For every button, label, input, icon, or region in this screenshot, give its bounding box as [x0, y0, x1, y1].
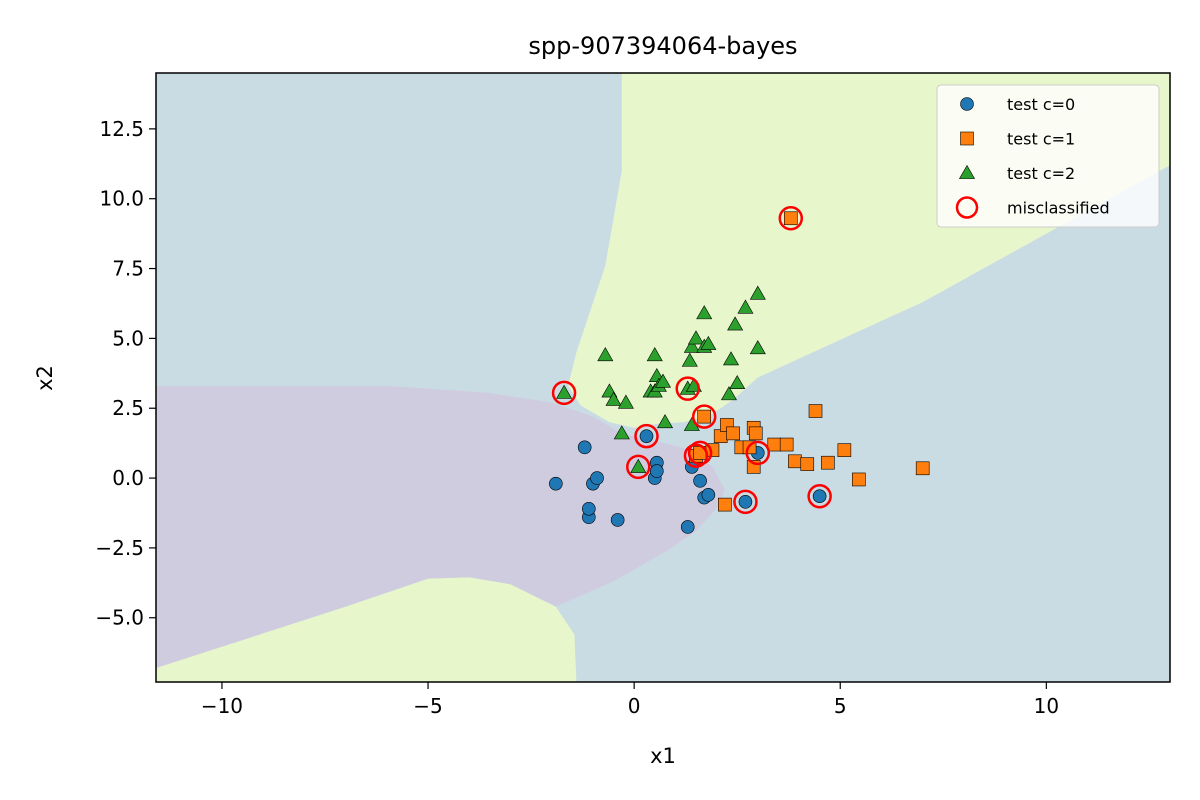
y-tick-label: 0.0: [112, 466, 144, 490]
y-tick-label: −5.0: [95, 606, 144, 630]
data-point-class0: [577, 440, 592, 455]
x-axis: −10 −5 0 5 10: [201, 682, 1059, 718]
data-point-class2: [749, 340, 766, 355]
data-point-class2: [654, 373, 672, 388]
data-point-class2: [700, 335, 717, 350]
misclassified-ring: [675, 376, 700, 401]
y-axis: −5.0 −2.5 0.0 2.5 5.0 7.5 10.0 12.5: [95, 117, 156, 630]
data-point-class1: [767, 437, 782, 452]
misclassified-ring: [687, 440, 713, 466]
y-tick-label: −2.5: [95, 536, 144, 560]
data-point-class1: [800, 457, 815, 471]
y-axis-label: x2: [33, 365, 57, 391]
data-point-class0: [549, 476, 563, 491]
legend-marker: [960, 131, 974, 146]
legend-box: [936, 84, 1160, 228]
legend-label: misclassified: [1007, 199, 1110, 218]
data-point-class2: [696, 305, 713, 320]
data-point-class2: [681, 352, 698, 367]
data-point-class1: [821, 455, 835, 470]
x-axis-label: x1: [650, 744, 676, 768]
legend-marker: [955, 196, 979, 219]
misclassified-ring: [634, 423, 659, 449]
data-point-class1: [726, 426, 740, 441]
legend-label: test c=1: [1007, 130, 1075, 149]
misclassified-ring: [691, 404, 717, 429]
misclassified-ring: [745, 440, 771, 466]
y-tick-label: 10.0: [99, 187, 144, 211]
data-point-class0: [582, 501, 596, 516]
chart-title: spp-907394064-bayes: [528, 32, 797, 60]
region-class0: [156, 385, 725, 669]
data-point-class0: [693, 474, 707, 488]
legend-marker: [960, 97, 974, 111]
data-point-class0: [738, 495, 753, 509]
legend: test c=0 test c=1 test c=2 misclassified: [936, 84, 1160, 228]
misclassified-ring: [551, 380, 577, 406]
data-point-class2: [646, 347, 663, 362]
x-tick-label: 5: [834, 694, 847, 718]
data-point-class0: [701, 488, 716, 502]
plot-frame: [155, 72, 1171, 683]
data-point-class2: [720, 386, 737, 401]
data-point-class2: [597, 347, 614, 362]
data-point-class2: [727, 316, 744, 331]
x-tick-label: 10: [1034, 694, 1059, 718]
misclassified-ring: [807, 483, 832, 509]
data-point-class1: [697, 409, 712, 424]
data-point-class1: [851, 472, 866, 487]
data-point-class1: [837, 443, 852, 457]
y-tick-label: 2.5: [112, 396, 144, 420]
data-point-class2: [613, 425, 630, 440]
data-point-class0: [610, 513, 625, 527]
data-point-class1: [783, 211, 798, 226]
data-point-class0: [590, 471, 604, 485]
data-point-class0: [680, 520, 695, 534]
data-point-class1: [718, 497, 732, 512]
data-point-class2: [617, 394, 634, 409]
y-tick-label: 12.5: [99, 117, 144, 141]
data-point-class1: [779, 437, 794, 452]
legend-marker: [958, 164, 976, 179]
data-point-class2: [749, 285, 766, 300]
data-point-class0: [650, 464, 664, 478]
misclassified-ring: [733, 489, 758, 515]
data-point-class2: [687, 330, 704, 345]
x-tick-label: −10: [201, 694, 243, 718]
data-point-class2: [722, 351, 740, 366]
data-point-class1: [748, 426, 763, 441]
data-point-class2: [630, 458, 647, 473]
legend-label: test c=2: [1007, 164, 1075, 183]
data-point-class0: [812, 489, 827, 504]
data-point-class1: [808, 404, 823, 418]
x-tick-label: −5: [413, 694, 442, 718]
misclassified-ring: [683, 443, 709, 468]
data-point-class2: [737, 299, 754, 314]
data-point-class0: [639, 429, 654, 443]
y-tick-label: 5.0: [112, 326, 144, 350]
data-point-class1: [915, 461, 930, 476]
data-point-class2: [657, 414, 674, 429]
data-point-class2: [683, 338, 700, 353]
misclassified-ring: [626, 454, 651, 480]
misclassified-ring: [778, 206, 804, 231]
data-point-class2: [556, 384, 573, 399]
data-point-class2: [729, 374, 746, 390]
data-point-class1: [788, 454, 802, 469]
x-tick-label: 0: [628, 694, 641, 718]
data-points: [549, 206, 930, 534]
region-class2-lower: [156, 577, 577, 682]
y-tick-label: 7.5: [112, 257, 144, 281]
data-point-class2: [605, 391, 622, 406]
legend-label: test c=0: [1007, 95, 1075, 114]
